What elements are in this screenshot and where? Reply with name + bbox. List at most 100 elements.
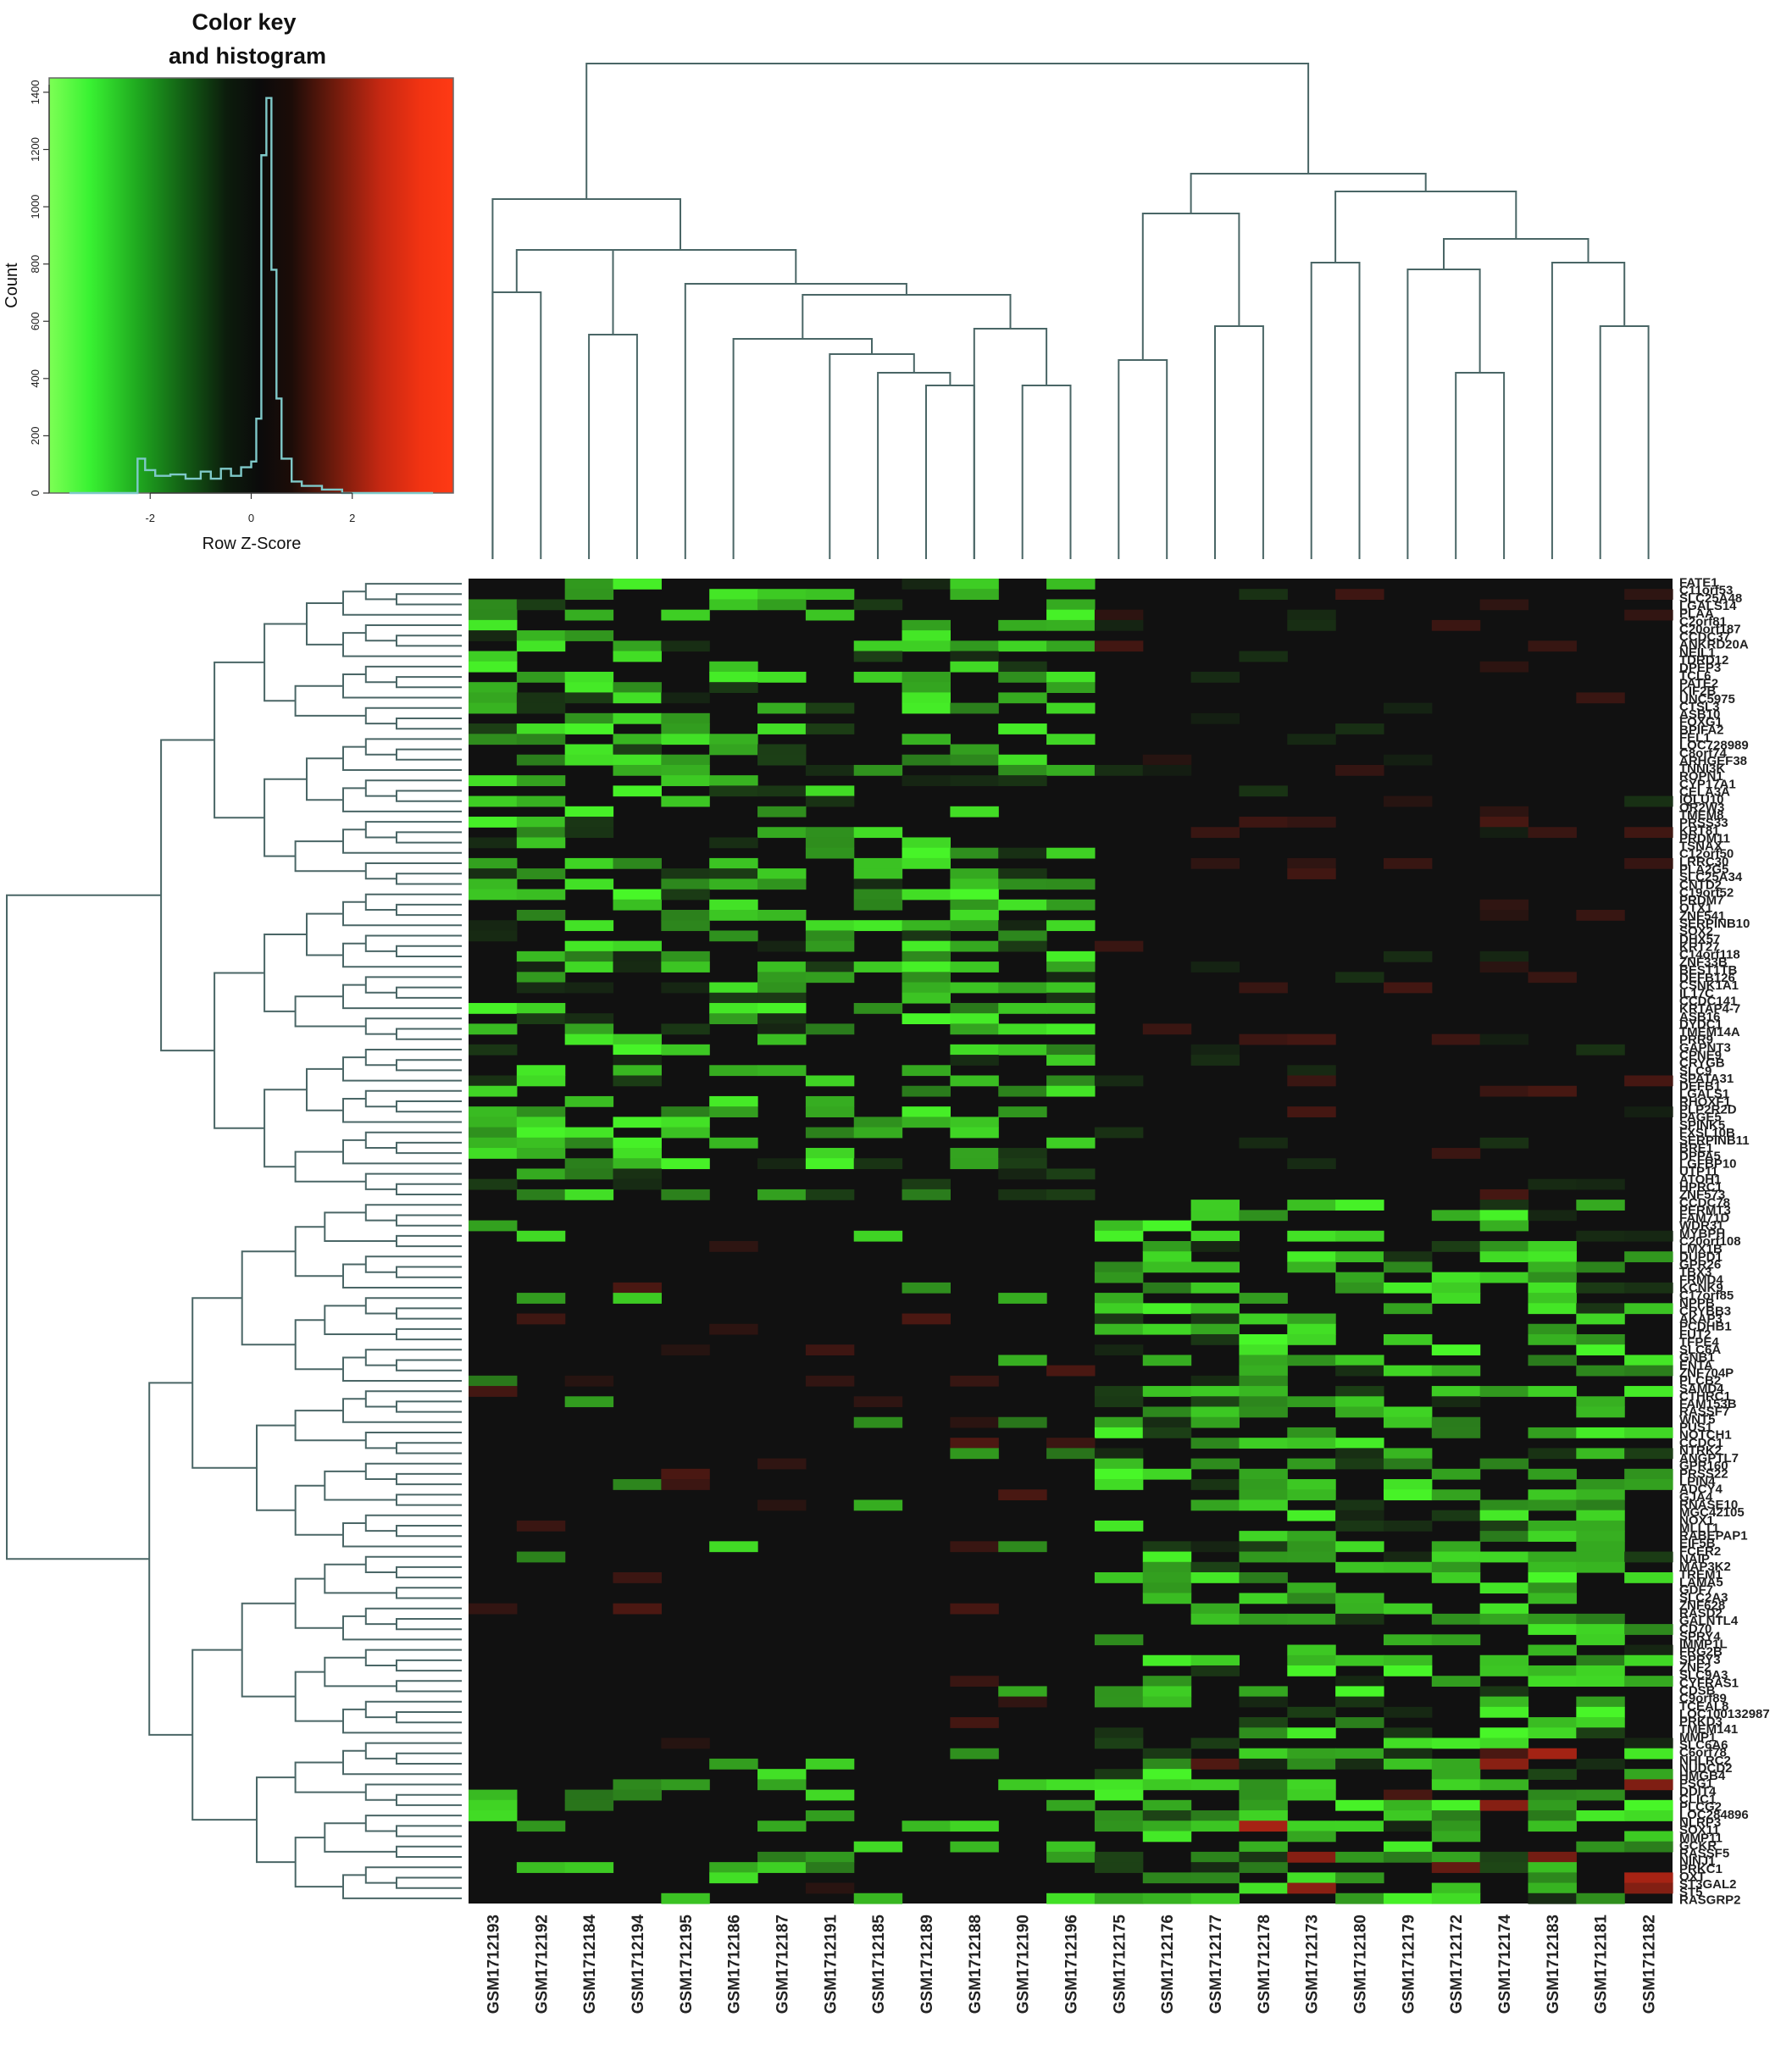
heatmap-cell <box>1239 1313 1288 1325</box>
heatmap-cell <box>1431 1034 1481 1045</box>
heatmap-cell <box>1624 1624 1673 1635</box>
heatmap-cell <box>1576 1893 1625 1904</box>
heatmap-cell <box>1190 1654 1240 1666</box>
heatmap-cell <box>613 1044 662 1056</box>
heatmap-cell <box>1094 1686 1144 1698</box>
heatmap-cell <box>853 1002 903 1014</box>
gene-label: PLCG2 <box>1679 1800 1722 1815</box>
sample-label: GSM1712173 <box>1304 1915 1322 2014</box>
heatmap-cell <box>1528 1323 1577 1335</box>
dendrogram-branch <box>364 1255 462 1273</box>
heatmap-cell <box>1190 1893 1240 1904</box>
heatmap-cell <box>998 1686 1047 1698</box>
heatmap-cell <box>757 1034 807 1045</box>
heatmap-cell <box>661 1117 710 1128</box>
sample-label: GSM1712175 <box>1111 1915 1129 2014</box>
dendrogram-branch <box>364 583 462 601</box>
heatmap-cell <box>516 950 566 962</box>
heatmap-cell <box>1528 1644 1577 1656</box>
heatmap-cell <box>1094 640 1144 652</box>
heatmap-cell <box>1576 1624 1625 1635</box>
heatmap-cell <box>1383 1893 1433 1904</box>
heatmap-cell <box>805 785 855 797</box>
gene-label: PATE2 <box>1679 677 1718 691</box>
heatmap-cell <box>613 950 662 962</box>
heatmap-cell <box>1046 1002 1096 1014</box>
heatmap-cell <box>1479 1654 1529 1666</box>
heatmap-cell <box>613 1117 662 1128</box>
gene-label: PRSS33 <box>1679 816 1728 830</box>
heatmap-cell <box>1142 1654 1192 1666</box>
heatmap-cell <box>853 1158 903 1170</box>
heatmap-cell <box>709 1095 758 1107</box>
dendrogram-branch <box>588 334 638 559</box>
heatmap-cell <box>1239 1034 1288 1045</box>
heatmap-cell <box>757 671 807 683</box>
heatmap-cell <box>1094 1893 1144 1904</box>
dendrogram-branch <box>324 1563 397 1594</box>
heatmap-cell <box>469 1023 518 1035</box>
heatmap-cell <box>1287 1230 1336 1242</box>
heatmap-cell <box>1431 1386 1481 1397</box>
dendrogram-branch <box>1141 213 1240 360</box>
heatmap-cell <box>1287 1158 1336 1170</box>
gene-label: CNTD2 <box>1679 878 1722 892</box>
heatmap-cell <box>853 889 903 901</box>
gene-label: SPATA31 <box>1679 1072 1734 1086</box>
heatmap-cell <box>805 1148 855 1159</box>
heatmap-cell <box>1335 1748 1384 1760</box>
heatmap-cell <box>1383 1520 1433 1532</box>
gene-label: KRT27 <box>1679 939 1720 954</box>
dendrogram-branch <box>6 894 162 1560</box>
heatmap-cell <box>613 1479 662 1490</box>
gene-label: NTRK2 <box>1679 1444 1722 1458</box>
gene-label: CSNK1A1 <box>1679 978 1739 993</box>
heatmap-cell <box>1046 619 1096 631</box>
heatmap-cell <box>613 961 662 973</box>
gene-label: TMEM141 <box>1679 1722 1738 1737</box>
gene-label: CRYGB <box>1679 1056 1725 1071</box>
heatmap-cell <box>1142 1872 1192 1884</box>
heatmap-cell <box>1479 1272 1529 1283</box>
dendrogram-branch <box>294 1226 343 1277</box>
heatmap-cell <box>709 857 758 869</box>
heatmap-cell <box>1094 764 1144 776</box>
heatmap-cell <box>613 940 662 952</box>
heatmap-cell <box>1094 1479 1144 1490</box>
heatmap-cell <box>1576 1789 1625 1801</box>
heatmap-cell <box>564 817 614 828</box>
heatmap-cell <box>1287 1333 1336 1345</box>
heatmap-cell <box>613 640 662 652</box>
heatmap-cell <box>1528 1210 1577 1222</box>
heatmap-cell <box>1479 1499 1529 1511</box>
dendrogram-branch <box>264 623 307 702</box>
heatmap-cell <box>469 920 518 932</box>
heatmap-cell <box>613 1137 662 1149</box>
dendrogram-branch <box>396 676 462 689</box>
heatmap-cell <box>1190 1862 1240 1873</box>
heatmap-cell <box>1190 857 1240 869</box>
heatmap-cell <box>998 692 1047 704</box>
heatmap-cell <box>469 930 518 942</box>
heatmap-cell <box>998 619 1047 631</box>
heatmap-cell <box>1624 1106 1673 1117</box>
heatmap-cell <box>1624 1841 1673 1853</box>
gene-label: NOTCH1 <box>1679 1428 1732 1443</box>
heatmap-cell <box>1335 1593 1384 1604</box>
heatmap-cell <box>1335 1355 1384 1366</box>
key-y-tick-label: 200 <box>29 427 42 446</box>
heatmap-cell <box>1335 1820 1384 1832</box>
gene-label: LGALS14 <box>1679 599 1737 613</box>
heatmap-cell <box>469 1810 518 1821</box>
heatmap-cell <box>1624 1779 1673 1791</box>
heatmap-cell <box>1287 1551 1336 1563</box>
heatmap-cell <box>902 847 951 859</box>
heatmap-cell <box>1094 1468 1144 1480</box>
heatmap-cell <box>1094 619 1144 631</box>
sample-label: GSM1712196 <box>1063 1915 1081 2014</box>
heatmap-cell <box>564 920 614 932</box>
heatmap-cell <box>1479 1241 1529 1252</box>
heatmap-cell <box>709 982 758 994</box>
heatmap-cell <box>853 920 903 932</box>
gene-label: GDF7 <box>1679 1583 1713 1598</box>
